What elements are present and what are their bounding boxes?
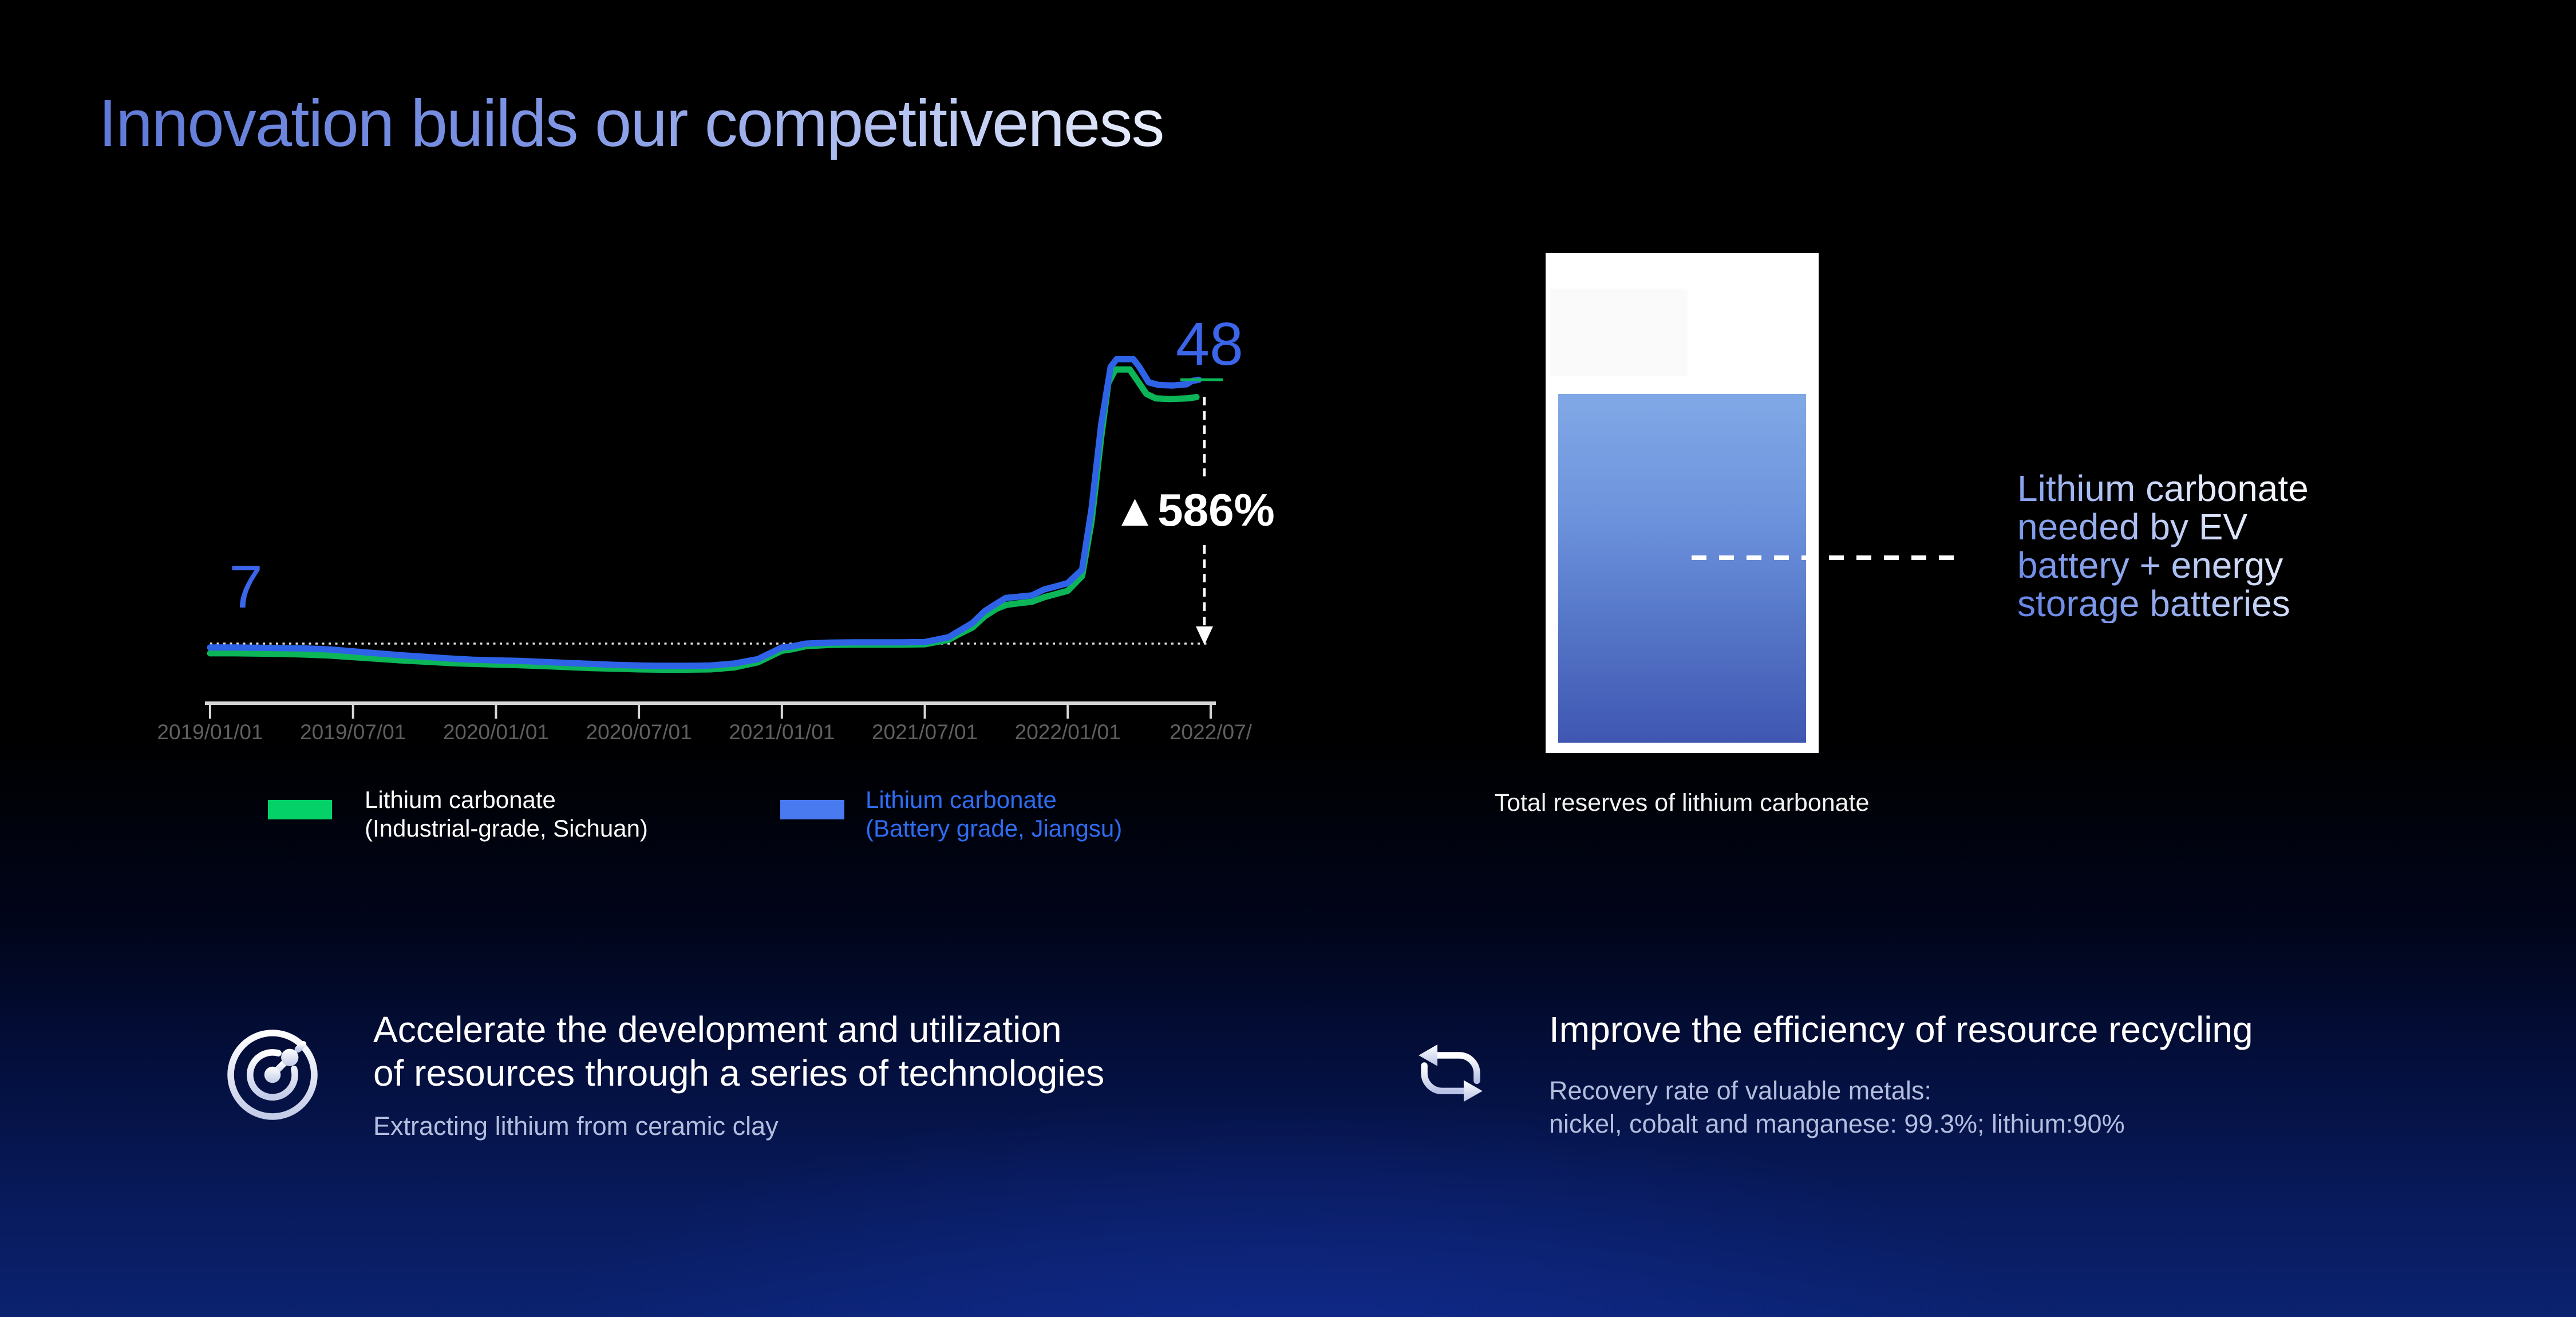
chart-end-value-label: 48	[1176, 310, 1243, 378]
legend-label-line: (Battery grade, Jiangsu)	[866, 815, 1123, 842]
x-tick-label: 2019/01/01	[157, 720, 263, 744]
chart-start-value-label: 7	[229, 553, 263, 621]
reserves-caption: Total reserves of lithium carbonate	[1494, 789, 1870, 817]
x-tick-label: 2021/07/01	[871, 720, 978, 744]
legend-label-line: Lithium carbonate	[866, 786, 1057, 813]
legend-label-industrial: Lithium carbonate (Industrial-grade, Sic…	[365, 786, 648, 843]
legend-label-line: (Industrial-grade, Sichuan)	[365, 815, 648, 842]
chart-change-label: ▲586%	[1112, 484, 1275, 535]
feature-subtext-recycling: Recovery rate of valuable metals: nickel…	[1549, 1074, 2125, 1141]
feature-subtext-line: Extracting lithium from ceramic clay	[373, 1111, 779, 1141]
feature-heading-line: Improve the efficiency of resource recyc…	[1549, 1009, 2253, 1050]
feature-heading-line: Accelerate the development and utilizati…	[373, 1009, 1062, 1050]
legend-swatch-industrial	[268, 800, 332, 819]
page-title: Innovation builds our competitiveness	[98, 86, 1164, 160]
feature-subtext-line: Recovery rate of valuable metals:	[1549, 1076, 1931, 1105]
x-tick-label: 2021/01/01	[729, 720, 835, 744]
feature-heading-line: of resources through a series of technol…	[373, 1052, 1105, 1094]
reserves-annotation-line: Lithium carbonate	[2017, 468, 2309, 509]
legend-label-battery: Lithium carbonate (Battery grade, Jiangs…	[866, 786, 1122, 843]
feature-subtext-development: Extracting lithium from ceramic clay	[373, 1110, 779, 1143]
feature-heading-recycling: Improve the efficiency of resource recyc…	[1549, 1008, 2253, 1051]
legend-label-line: Lithium carbonate	[365, 786, 556, 813]
radar-target-icon	[226, 1028, 319, 1121]
x-tick-label: 2022/07/	[1169, 720, 1252, 744]
x-tick-label: 2020/07/01	[586, 720, 692, 744]
feature-subtext-line: nickel, cobalt and manganese: 99.3%; lit…	[1549, 1109, 2125, 1138]
feature-heading-development: Accelerate the development and utilizati…	[373, 1008, 1104, 1095]
reserves-fill-bar	[1558, 394, 1806, 743]
reserves-annotation: Lithium carbonate needed by EV battery +…	[2017, 470, 2309, 623]
legend-swatch-battery	[780, 800, 844, 819]
x-tick-label: 2020/01/01	[442, 720, 549, 744]
reserves-annotation-line: battery + energy	[2017, 545, 2283, 586]
x-tick-label: 2022/01/01	[1014, 720, 1121, 744]
reserves-faint-block	[1550, 289, 1688, 376]
reserves-dashed-leader	[1692, 555, 1965, 560]
x-tick-label: 2019/07/01	[300, 720, 406, 744]
reserves-annotation-line: storage batteries	[2017, 583, 2290, 624]
reserves-annotation-line: needed by EV	[2017, 506, 2248, 547]
reserves-container	[1546, 253, 1819, 753]
recycle-loop-icon	[1419, 1044, 1483, 1102]
